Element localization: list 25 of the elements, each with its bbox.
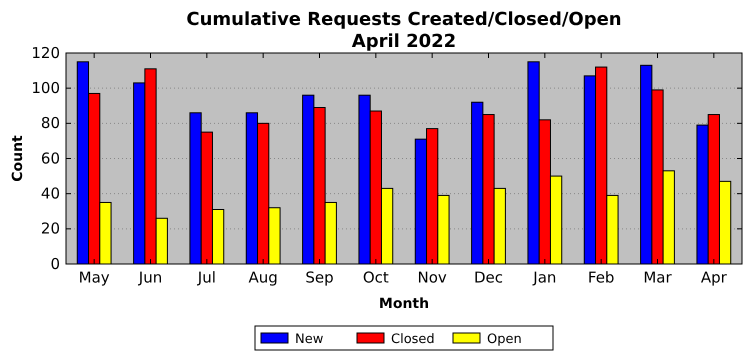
- x-tick-label: May: [78, 268, 110, 287]
- y-tick-label: 0: [50, 254, 60, 273]
- y-tick-label: 60: [40, 149, 60, 168]
- legend-label: New: [295, 332, 324, 347]
- legend-label: Open: [487, 332, 522, 347]
- x-tick-label: Nov: [418, 268, 447, 287]
- y-tick-label: 20: [40, 220, 60, 238]
- x-tick-label: Feb: [588, 268, 614, 287]
- y-tick-label: 100: [31, 78, 60, 97]
- x-tick-label: Oct: [362, 268, 389, 287]
- x-tick-label: Jun: [138, 268, 162, 287]
- y-tick-label: 40: [40, 184, 60, 202]
- x-tick-label: Jul: [196, 268, 216, 287]
- legend-label: Closed: [391, 332, 435, 347]
- y-tick-label: 80: [40, 114, 60, 132]
- x-tick-label: Jan: [532, 268, 556, 287]
- y-axis-title: Count: [10, 134, 26, 182]
- x-axis-title: Month: [378, 296, 430, 312]
- x-tick-label: Mar: [643, 268, 672, 287]
- x-tick-label: Aug: [248, 268, 278, 287]
- y-tick-label: 120: [31, 44, 60, 62]
- chart-title: Cumulative Requests Created/Closed/Open April 2022: [186, 9, 622, 52]
- x-tick-label: Dec: [474, 268, 504, 287]
- x-tick-label: Sep: [305, 268, 334, 287]
- x-tick-label: Apr: [700, 268, 728, 287]
